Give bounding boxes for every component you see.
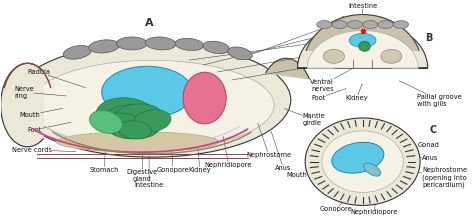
Ellipse shape	[332, 142, 384, 173]
Polygon shape	[266, 58, 309, 79]
Ellipse shape	[347, 20, 363, 29]
Polygon shape	[307, 31, 418, 68]
Text: C: C	[430, 125, 437, 135]
Ellipse shape	[359, 41, 370, 51]
Text: Anus: Anus	[404, 155, 438, 161]
Ellipse shape	[118, 121, 152, 139]
Ellipse shape	[322, 131, 403, 192]
Ellipse shape	[332, 20, 347, 29]
Ellipse shape	[133, 110, 171, 132]
Ellipse shape	[102, 66, 192, 118]
Ellipse shape	[364, 163, 381, 176]
Text: Pericardium: Pericardium	[232, 55, 380, 80]
Text: Intestine: Intestine	[135, 156, 164, 187]
Text: Heart: Heart	[218, 45, 359, 72]
Ellipse shape	[146, 37, 176, 50]
Ellipse shape	[63, 46, 91, 59]
Ellipse shape	[56, 132, 219, 152]
Ellipse shape	[363, 20, 378, 29]
Ellipse shape	[203, 41, 229, 54]
Ellipse shape	[317, 20, 332, 29]
Ellipse shape	[378, 20, 393, 29]
Ellipse shape	[381, 49, 402, 63]
Ellipse shape	[96, 98, 160, 138]
Text: B: B	[425, 33, 432, 44]
Ellipse shape	[349, 33, 376, 47]
Text: Pallial groove
with gills: Pallial groove with gills	[399, 81, 462, 106]
Ellipse shape	[323, 49, 345, 63]
Ellipse shape	[305, 118, 420, 205]
Text: Nephrostome
(opening into
pericardium): Nephrostome (opening into pericardium)	[406, 167, 467, 188]
Text: Intestine: Intestine	[348, 3, 377, 29]
Polygon shape	[306, 15, 419, 50]
Text: Digestive
gland: Digestive gland	[127, 141, 158, 182]
Ellipse shape	[117, 37, 147, 50]
Text: Kidney: Kidney	[189, 141, 211, 173]
Text: Mouth: Mouth	[286, 172, 323, 178]
Text: Gonad: Gonad	[203, 26, 363, 65]
Text: Gonad: Gonad	[400, 142, 439, 151]
Ellipse shape	[175, 38, 204, 51]
Text: Nephridiopore: Nephridiopore	[205, 136, 252, 168]
Text: Plate: Plate	[189, 35, 357, 60]
Ellipse shape	[393, 20, 409, 29]
Ellipse shape	[183, 72, 226, 124]
Ellipse shape	[89, 40, 119, 53]
Polygon shape	[0, 63, 43, 147]
Ellipse shape	[104, 105, 162, 139]
Text: A: A	[145, 18, 154, 28]
Ellipse shape	[90, 110, 122, 133]
Text: Gonopore: Gonopore	[319, 198, 352, 212]
Ellipse shape	[30, 60, 274, 150]
Text: Stomach: Stomach	[90, 141, 119, 173]
Ellipse shape	[228, 47, 252, 60]
Ellipse shape	[111, 104, 164, 134]
Text: Aorta: Aorta	[237, 16, 359, 60]
Ellipse shape	[13, 43, 291, 157]
Text: Nephrostome: Nephrostome	[246, 123, 292, 158]
Text: Anus: Anus	[271, 131, 292, 171]
Polygon shape	[298, 21, 428, 68]
Ellipse shape	[104, 113, 146, 139]
Text: Mouth: Mouth	[20, 108, 63, 118]
Text: Gonopore: Gonopore	[157, 141, 190, 173]
Text: Ventral
nerves: Ventral nerves	[310, 69, 352, 92]
Text: Nephridiopore: Nephridiopore	[350, 201, 398, 215]
Text: Foot: Foot	[312, 89, 346, 101]
Text: Kidney: Kidney	[346, 83, 368, 101]
Text: Nerve cords: Nerve cords	[12, 147, 76, 153]
Text: Foot: Foot	[27, 122, 71, 133]
Text: Nerve
ring: Nerve ring	[14, 86, 66, 99]
Text: Mantle
girdle: Mantle girdle	[284, 108, 325, 126]
Text: Radula: Radula	[27, 69, 85, 88]
